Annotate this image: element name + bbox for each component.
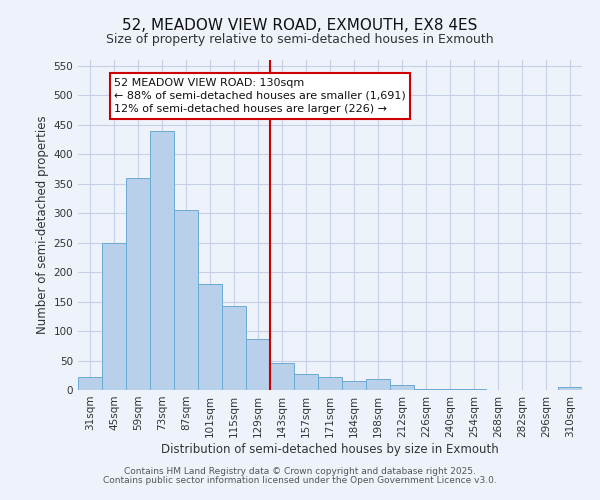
X-axis label: Distribution of semi-detached houses by size in Exmouth: Distribution of semi-detached houses by … [161,442,499,456]
Bar [150,130,174,390]
Bar [126,178,150,390]
Bar [390,386,414,390]
Bar [174,210,198,390]
Bar [270,363,294,390]
Text: 52 MEADOW VIEW ROAD: 130sqm
← 88% of semi-detached houses are smaller (1,691)
12: 52 MEADOW VIEW ROAD: 130sqm ← 88% of sem… [114,78,406,114]
Bar [198,284,222,390]
Bar [246,340,270,390]
Bar [366,380,390,390]
Text: Size of property relative to semi-detached houses in Exmouth: Size of property relative to semi-detach… [106,32,494,46]
Bar [294,374,318,390]
Text: Contains public sector information licensed under the Open Government Licence v3: Contains public sector information licen… [103,476,497,485]
Text: Contains HM Land Registry data © Crown copyright and database right 2025.: Contains HM Land Registry data © Crown c… [124,467,476,476]
Bar [342,380,366,390]
Bar [78,377,102,390]
Bar [318,377,342,390]
Y-axis label: Number of semi-detached properties: Number of semi-detached properties [36,116,49,334]
Bar [438,389,462,390]
Bar [414,389,438,390]
Bar [102,242,126,390]
Bar [222,306,246,390]
Text: 52, MEADOW VIEW ROAD, EXMOUTH, EX8 4ES: 52, MEADOW VIEW ROAD, EXMOUTH, EX8 4ES [122,18,478,32]
Bar [558,387,582,390]
